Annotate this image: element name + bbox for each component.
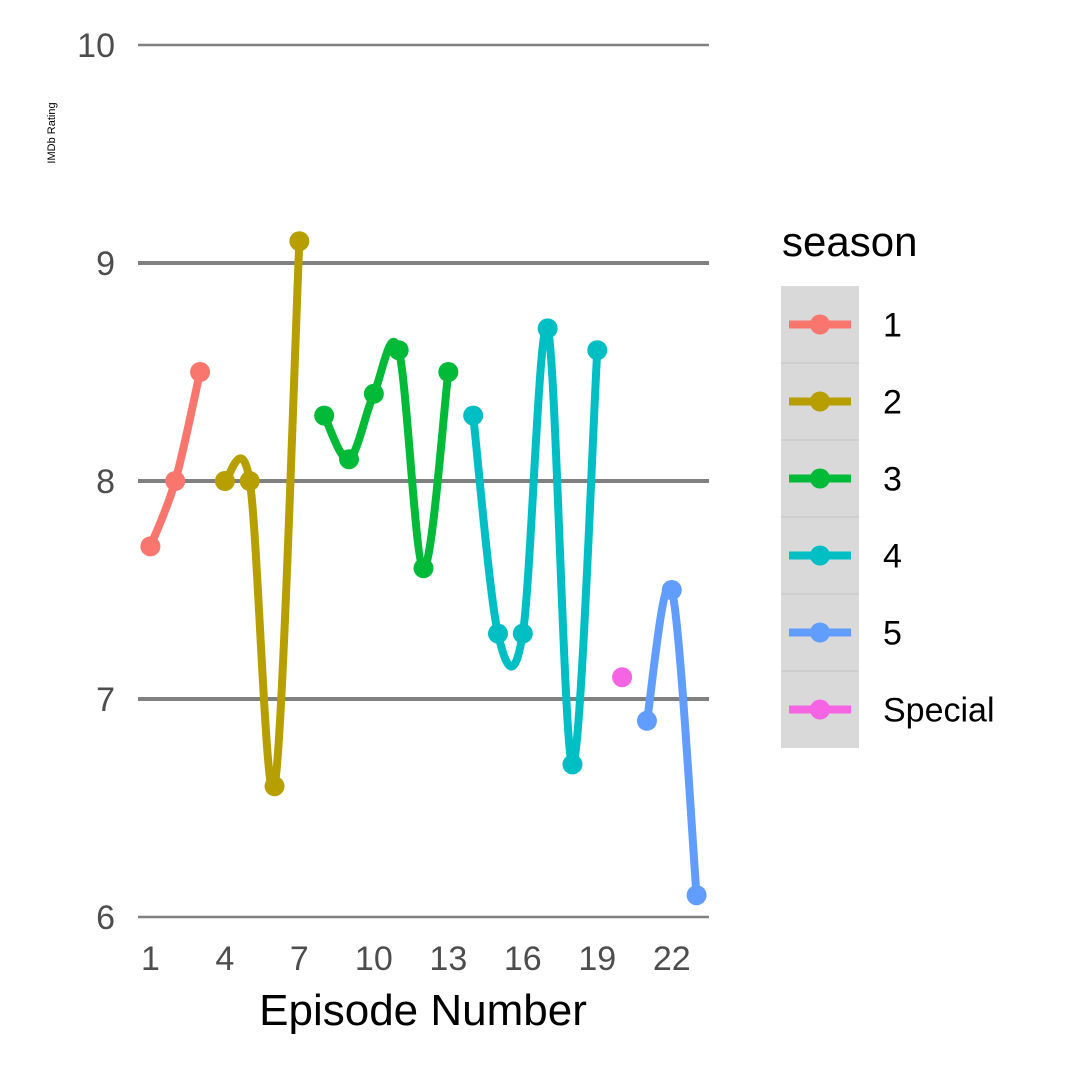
y-axis-title: IMDb Rating — [46, 102, 58, 163]
data-point — [363, 383, 384, 404]
x-tick-label: 16 — [504, 940, 542, 978]
x-tick-label: 4 — [215, 940, 234, 978]
legend-label: 4 — [883, 538, 902, 576]
data-point — [661, 580, 682, 600]
legend-label: 1 — [883, 307, 902, 345]
data-point — [487, 623, 508, 644]
legend: season 1 2 3 4 5 Special — [781, 218, 995, 748]
legend-label: 5 — [883, 615, 902, 653]
data-point — [686, 885, 707, 906]
data-point — [264, 776, 285, 797]
data-point — [537, 318, 558, 339]
legend-key-point — [810, 391, 830, 412]
y-tick-label: 10 — [77, 27, 115, 65]
legend-label: 2 — [883, 384, 902, 422]
legend-key-point — [810, 314, 830, 335]
legend-key-point — [810, 468, 830, 489]
x-tick-label: 13 — [429, 940, 467, 978]
y-tick-label: 7 — [96, 681, 115, 719]
data-point — [140, 536, 161, 557]
x-tick-label: 7 — [290, 940, 309, 978]
data-point — [165, 471, 186, 491]
y-axis-ticks: 6 7 8 9 10 — [77, 27, 115, 937]
data-point — [463, 405, 484, 426]
data-point — [339, 449, 360, 470]
data-point — [438, 362, 459, 382]
series-points — [140, 231, 707, 906]
x-tick-label: 1 — [141, 940, 160, 978]
y-tick-label: 8 — [96, 463, 115, 501]
x-tick-label: 19 — [578, 940, 616, 978]
legend-key-point — [810, 699, 830, 720]
data-point — [239, 471, 260, 491]
series-line-1 — [146, 368, 205, 551]
x-tick-label: 22 — [653, 940, 691, 978]
x-axis-ticks: 1 4 7 10 13 16 19 22 — [141, 940, 691, 978]
legend-key-point — [810, 622, 830, 643]
data-point — [413, 558, 434, 579]
data-point — [562, 754, 583, 775]
legend-label: 3 — [883, 461, 902, 499]
x-axis-title: Episode Number — [259, 986, 587, 1035]
series-line-5 — [642, 582, 701, 900]
data-point — [289, 231, 310, 252]
legend-label: Special — [883, 692, 995, 730]
y-tick-label: 6 — [96, 899, 115, 937]
legend-title: season — [782, 218, 917, 265]
data-point — [636, 710, 657, 731]
data-point — [612, 667, 633, 688]
data-point — [190, 362, 211, 382]
data-point — [388, 340, 409, 361]
data-point — [587, 340, 608, 361]
series-line-2 — [220, 237, 304, 794]
y-tick-label: 9 — [96, 245, 115, 283]
data-point — [214, 471, 235, 491]
legend-key-point — [810, 545, 830, 566]
x-tick-label: 10 — [355, 940, 393, 978]
data-point — [314, 405, 335, 426]
data-point — [512, 623, 533, 644]
